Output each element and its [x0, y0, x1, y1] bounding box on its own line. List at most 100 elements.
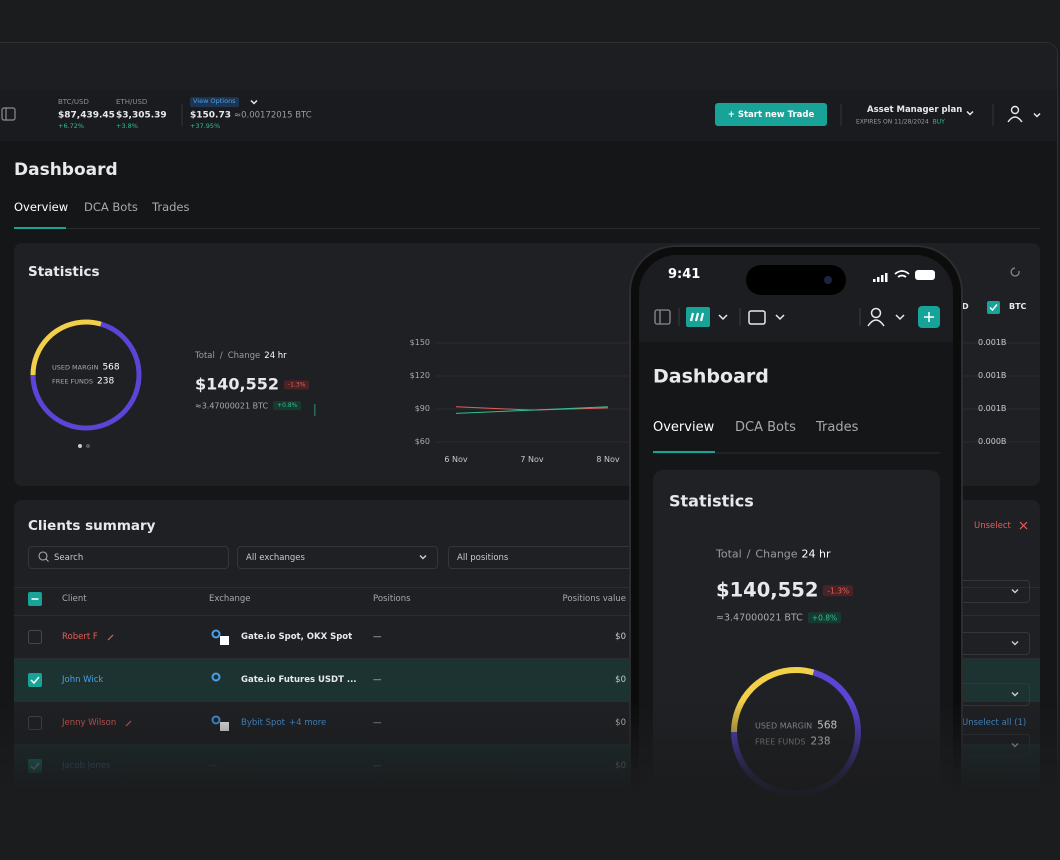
total-change-badge: -1.3% [284, 380, 310, 390]
separator: / [219, 350, 223, 361]
x-tick-label: 7 Nov [520, 455, 544, 465]
side-dropdown [955, 580, 1030, 603]
phone-tab[interactable]: Overview [653, 420, 715, 436]
start-trade-button[interactable] [715, 103, 827, 126]
btc-row: ≈3.47000021 BTC +0.8% [716, 612, 842, 624]
table-header-line [14, 587, 1040, 588]
positions-cell: — [373, 674, 382, 685]
btc-axis-label: 0.001B [978, 371, 1007, 381]
exchange-name: Gate.io Spot, OKX Spot [241, 631, 353, 642]
total-label-row: Total / Change 24 hr [195, 351, 287, 361]
ticker-change: +6.72% [58, 122, 85, 131]
free-funds-label: FREE FUNDS [52, 377, 94, 386]
positions-value: $0 [615, 674, 626, 685]
x-tick-label: 8 Nov [596, 455, 620, 465]
change-label: Change [227, 350, 261, 361]
ticker-price: $87,439.45 [58, 110, 115, 121]
tab-underline [14, 227, 66, 229]
unselect-button[interactable]: Unselect [974, 520, 1011, 531]
y-tick-label: $90 [414, 404, 430, 414]
search-box[interactable] [28, 546, 229, 569]
positions-value: $0 [615, 631, 626, 642]
window-top [0, 43, 1057, 90]
total-change-badge: -1.3% [823, 585, 854, 597]
phone-tab[interactable]: Trades [816, 420, 859, 436]
side-dropdown [955, 632, 1030, 655]
used-margin-row: USED MARGIN 568 [52, 363, 120, 374]
exchange-cell: Gate.io Spot, OKX Spot [241, 632, 352, 642]
options-price-row: $150.73 ≈0.00172015 BTC [190, 111, 312, 122]
total-label-row: Total / Change 24 hr [716, 547, 831, 560]
total-row: $140,552 -1.3% [195, 374, 310, 394]
phone-title: Dashboard [653, 365, 769, 388]
btc-total: ≈3.47000021 BTC [716, 612, 803, 624]
plan-name: Asset Manager plan [867, 104, 963, 115]
client-name[interactable]: Robert F [62, 631, 98, 642]
bottom-fade [0, 700, 1060, 860]
table-row [14, 615, 1040, 658]
btc-row: ≈3.47000021 BTC +0.8% [195, 401, 302, 411]
legend-label: D [962, 302, 969, 312]
tabs-line [14, 228, 1040, 229]
separator: / [746, 547, 751, 561]
total-label: Total [716, 547, 742, 561]
legend-label: BTC [1009, 302, 1027, 312]
client-name[interactable]: John Wick [62, 674, 104, 685]
btc-total: ≈3.47000021 BTC [195, 401, 269, 411]
table-row [14, 658, 1040, 701]
column-header: Positions [373, 593, 411, 604]
ticker-pair: BTC/USD [58, 97, 89, 106]
plan-expiry-row: EXPIRES ON 11/28/2024 BUY [856, 118, 945, 125]
column-header: Positions value [562, 593, 626, 604]
btc-axis-label: 0.001B [978, 338, 1007, 348]
y-tick-label: $120 [409, 371, 430, 381]
filter-exchanges[interactable] [237, 546, 438, 569]
page-title: Dashboard [14, 159, 118, 180]
y-tick-label: $60 [414, 437, 430, 447]
free-funds-value: 238 [97, 376, 115, 387]
x-tick-label: 6 Nov [444, 455, 468, 465]
ticker-price: $3,305.39 [116, 110, 167, 121]
total-label: Total [195, 350, 215, 361]
filter-label: All positions [457, 552, 509, 563]
total-value: $140,552 [195, 374, 280, 394]
used-margin-label: USED MARGIN [52, 363, 99, 372]
phone-card-title: Statistics [669, 491, 754, 511]
free-funds-row: FREE FUNDS 238 [52, 377, 114, 388]
column-header: Exchange [209, 593, 251, 604]
plan-buy: BUY [932, 118, 945, 126]
ticker-pair: ETH/USD [116, 97, 148, 106]
period: 24 hr [801, 547, 831, 561]
plan-expires: EXPIRES ON 11/28/2024 [856, 118, 929, 126]
column-header: Client [62, 593, 87, 604]
card-title: Statistics [28, 263, 100, 280]
options-price: $150.73 [190, 110, 231, 121]
exchange-cell: Gate.io Futures USDT ... [241, 675, 357, 685]
period: 24 hr [264, 350, 287, 361]
options-change: +37.95% [190, 122, 221, 131]
view-options-badge[interactable]: View Options [190, 97, 239, 107]
ticker-change: +3.8% [116, 122, 138, 131]
used-margin-value: 568 [102, 362, 120, 373]
total-value: $140,552 [716, 578, 819, 602]
search-placeholder: Search [54, 552, 84, 563]
total-row: $140,552 -1.3% [716, 578, 854, 602]
positions-cell: — [373, 631, 382, 642]
card-title: Clients summary [28, 517, 156, 534]
tab[interactable]: Overview [14, 200, 69, 215]
btc-axis-label: 0.000B [978, 437, 1007, 447]
statistics-card [14, 243, 1040, 486]
exchange-name: Gate.io Futures USDT ... [241, 674, 357, 685]
btc-change-badge: +0.8% [273, 401, 302, 411]
btc-change-badge: +0.8% [807, 612, 842, 624]
topbar [0, 90, 1057, 141]
btc-axis-label: 0.001B [978, 404, 1007, 414]
tab[interactable]: Trades [152, 200, 190, 215]
start-trade-label[interactable]: + Start new Trade [727, 109, 815, 120]
y-tick-label: $150 [409, 338, 430, 348]
status-time: 9:41 [668, 267, 701, 283]
phone-tab[interactable]: DCA Bots [735, 420, 796, 436]
tab[interactable]: DCA Bots [84, 200, 138, 215]
change-label: Change [755, 547, 798, 561]
